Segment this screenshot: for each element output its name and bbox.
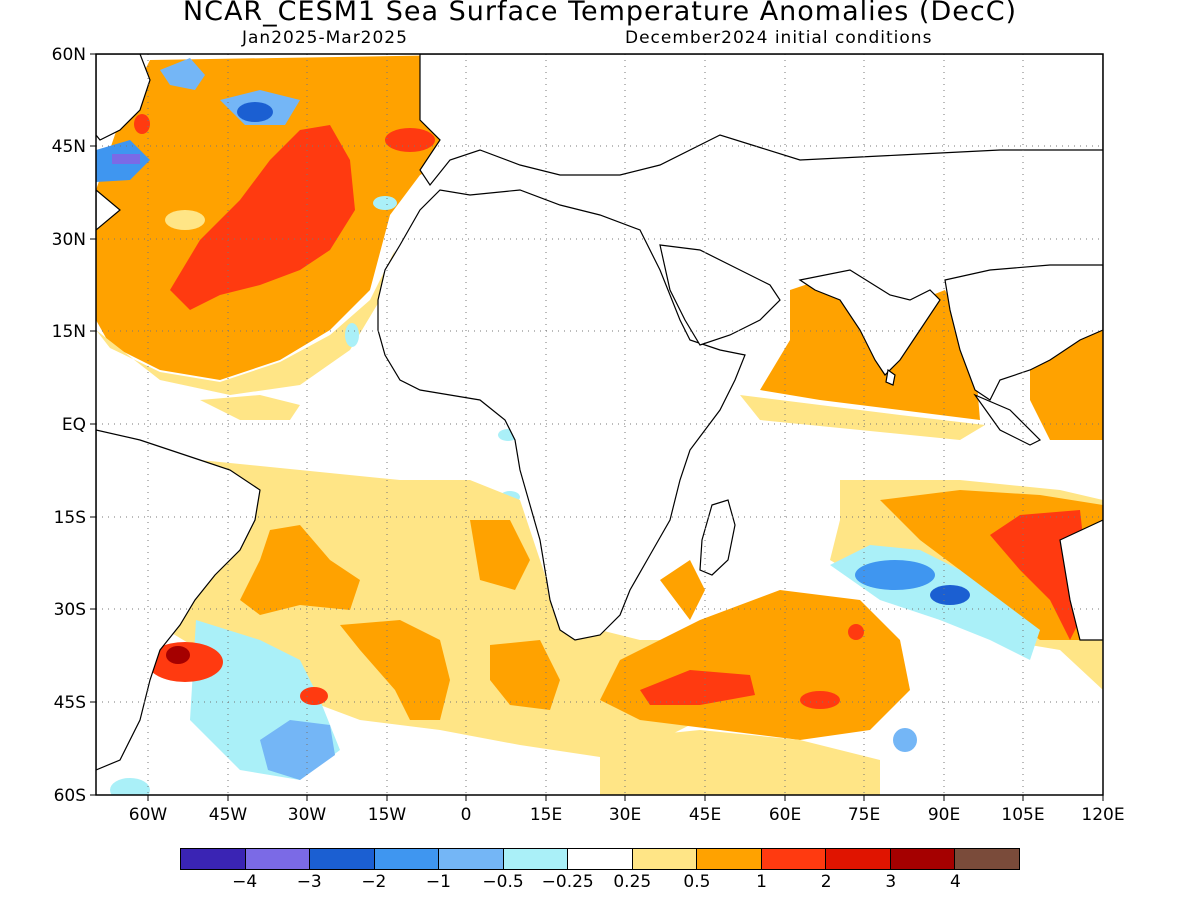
agulhas-hot-2 [800, 691, 840, 709]
south-america [96, 429, 261, 771]
map-title: NCAR_CESM1 Sea Surface Temperature Anoma… [182, 0, 1018, 27]
south-indian-cool-core [855, 560, 935, 590]
lon-label-15w: 15W [368, 805, 407, 825]
colorbar-label: −1 [425, 872, 451, 892]
colorbar-swatch [374, 849, 440, 869]
labrador-cold [112, 154, 140, 164]
lat-label-60s: 60S [54, 786, 86, 806]
landmasses [96, 54, 1103, 771]
south-atlantic-cool-dot-2 [110, 778, 150, 795]
lon-label-45e: 45E [689, 805, 721, 825]
lon-label-105e: 105E [1001, 805, 1044, 825]
colorbar-label: −3 [296, 872, 322, 892]
colorbar-swatch [245, 849, 311, 869]
europe [419, 54, 1103, 187]
south-indian-cold-core [930, 585, 970, 605]
canary-cool [373, 196, 397, 210]
lat-label-15s: 15S [54, 508, 86, 528]
lat-label-15n: 15N [52, 322, 86, 342]
south-atlantic-cool-mid [260, 720, 335, 780]
lat-label-30s: 30S [54, 600, 86, 620]
colorbar-swatch [439, 849, 504, 869]
mozambique-orange [660, 560, 705, 620]
colorbar-swatch [826, 849, 891, 869]
north-atlantic-hot-core [170, 125, 355, 310]
lat-label-45n: 45N [52, 137, 86, 157]
lon-label-30e: 30E [609, 805, 641, 825]
colorbar-swatch [181, 849, 246, 869]
nw-atlantic-cold-core [237, 102, 273, 122]
india [798, 269, 941, 376]
south-atlantic-orange-1 [240, 525, 360, 615]
australia [1059, 519, 1103, 641]
southeast-asia [944, 264, 1103, 401]
west-africa-cool [345, 323, 359, 347]
south-atlantic-orange-4 [470, 520, 530, 590]
colorbar-swatch [890, 849, 956, 869]
lon-label-60w: 60W [129, 805, 168, 825]
madagascar [699, 499, 736, 576]
south-indian-cool-dot [893, 728, 917, 752]
colorbar-label: 4 [949, 872, 961, 892]
newfoundland-hot [134, 114, 150, 134]
lon-label-120e: 120E [1081, 805, 1124, 825]
indian-yellow-band [740, 395, 985, 440]
colorbar-label: 0.25 [613, 872, 652, 892]
colorbar-label: 0.5 [683, 872, 711, 892]
borneo-sumatra [973, 393, 1042, 446]
lon-label-75e: 75E [848, 805, 880, 825]
south-atlantic-orange-2 [340, 620, 450, 720]
arabia [659, 244, 781, 346]
colorbar-swatch [310, 849, 375, 869]
tick-marks [90, 53, 1104, 801]
colorbar-label: 2 [820, 872, 832, 892]
agulhas-hot-3 [848, 624, 864, 640]
lon-labels: 60W 45W 30W 15W 0 15E 30E 45E 60E 75E 90… [129, 805, 1125, 825]
lon-label-15e: 15E [530, 805, 562, 825]
colorbar-label: −2 [361, 872, 387, 892]
lat-labels: 60N 45N 30N 15N EQ 15S 30S 45S 60S [52, 45, 86, 806]
colorbar-swatch [503, 849, 569, 869]
nw-atlantic-cool [160, 58, 205, 90]
colorbar [180, 848, 1020, 870]
south-atlantic-hot-dot [300, 687, 328, 705]
sri-lanka [885, 368, 896, 386]
mid-atlantic-white-patch [165, 210, 205, 230]
colorbar-swatch [955, 849, 1019, 869]
lon-label-60e: 60E [769, 805, 801, 825]
lat-label-eq: EQ [62, 415, 86, 435]
lat-label-30n: 30N [52, 230, 86, 250]
colorbar-swatch [632, 849, 698, 869]
lat-label-45s: 45S [54, 693, 86, 713]
southern-yellow-band [600, 730, 880, 795]
malvinas-hot-core [166, 646, 190, 664]
lon-label-90e: 90E [928, 805, 960, 825]
north-america-east [96, 189, 121, 231]
initial-conditions: December2024 initial conditions [625, 28, 933, 48]
agulhas-hot [640, 670, 755, 705]
colorbar-swatch [697, 849, 762, 869]
lon-label-30w: 30W [288, 805, 327, 825]
colorbar-label: −0.5 [482, 872, 524, 892]
north-atlantic-yellow-rim [96, 250, 395, 395]
africa [377, 189, 746, 641]
colorbar-swatch [568, 849, 633, 869]
colorbar-label: 1 [756, 872, 767, 892]
colorbar-swatch [761, 849, 827, 869]
lon-label-45w: 45W [209, 805, 248, 825]
tropical-atlantic-yellow [200, 395, 300, 420]
south-atlantic-orange-3 [490, 640, 560, 710]
forecast-period: Jan2025-Mar2025 [242, 28, 408, 48]
iberia-hot [385, 128, 435, 152]
lon-label-0: 0 [461, 805, 472, 825]
colorbar-label: −4 [232, 872, 258, 892]
lat-label-60n: 60N [52, 45, 86, 65]
colorbar-label: 3 [885, 872, 897, 892]
colorbar-label: −0.25 [541, 872, 594, 892]
